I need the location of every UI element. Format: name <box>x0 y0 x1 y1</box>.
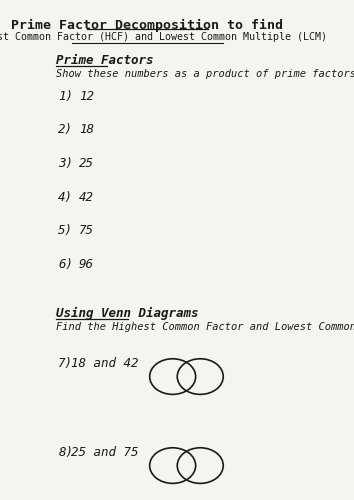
Text: 96: 96 <box>79 258 94 271</box>
Text: Show these numbers as a product of prime factors: Show these numbers as a product of prime… <box>56 69 354 79</box>
Text: Prime Factor Decomposition to find: Prime Factor Decomposition to find <box>11 18 283 32</box>
Text: 25 and 75: 25 and 75 <box>72 446 139 459</box>
Text: 18 and 42: 18 and 42 <box>72 357 139 370</box>
Text: 7): 7) <box>58 357 73 370</box>
Text: Prime Factors: Prime Factors <box>56 54 153 67</box>
Text: Highest Common Factor (HCF) and Lowest Common Multiple (LCM): Highest Common Factor (HCF) and Lowest C… <box>0 32 327 42</box>
Text: Find the Highest Common Factor and Lowest Common Factor of: Find the Highest Common Factor and Lowes… <box>56 322 354 332</box>
Text: 42: 42 <box>79 190 94 203</box>
Text: Using Venn Diagrams: Using Venn Diagrams <box>56 308 199 320</box>
Text: 3): 3) <box>58 157 73 170</box>
Text: 8): 8) <box>58 446 73 459</box>
Text: 12: 12 <box>79 90 94 103</box>
Text: 6): 6) <box>58 258 73 271</box>
Text: 4): 4) <box>58 190 73 203</box>
Text: 2): 2) <box>58 124 73 136</box>
Text: 18: 18 <box>79 124 94 136</box>
Text: 25: 25 <box>79 157 94 170</box>
Text: 5): 5) <box>58 224 73 237</box>
Text: 1): 1) <box>58 90 73 103</box>
Text: 75: 75 <box>79 224 94 237</box>
